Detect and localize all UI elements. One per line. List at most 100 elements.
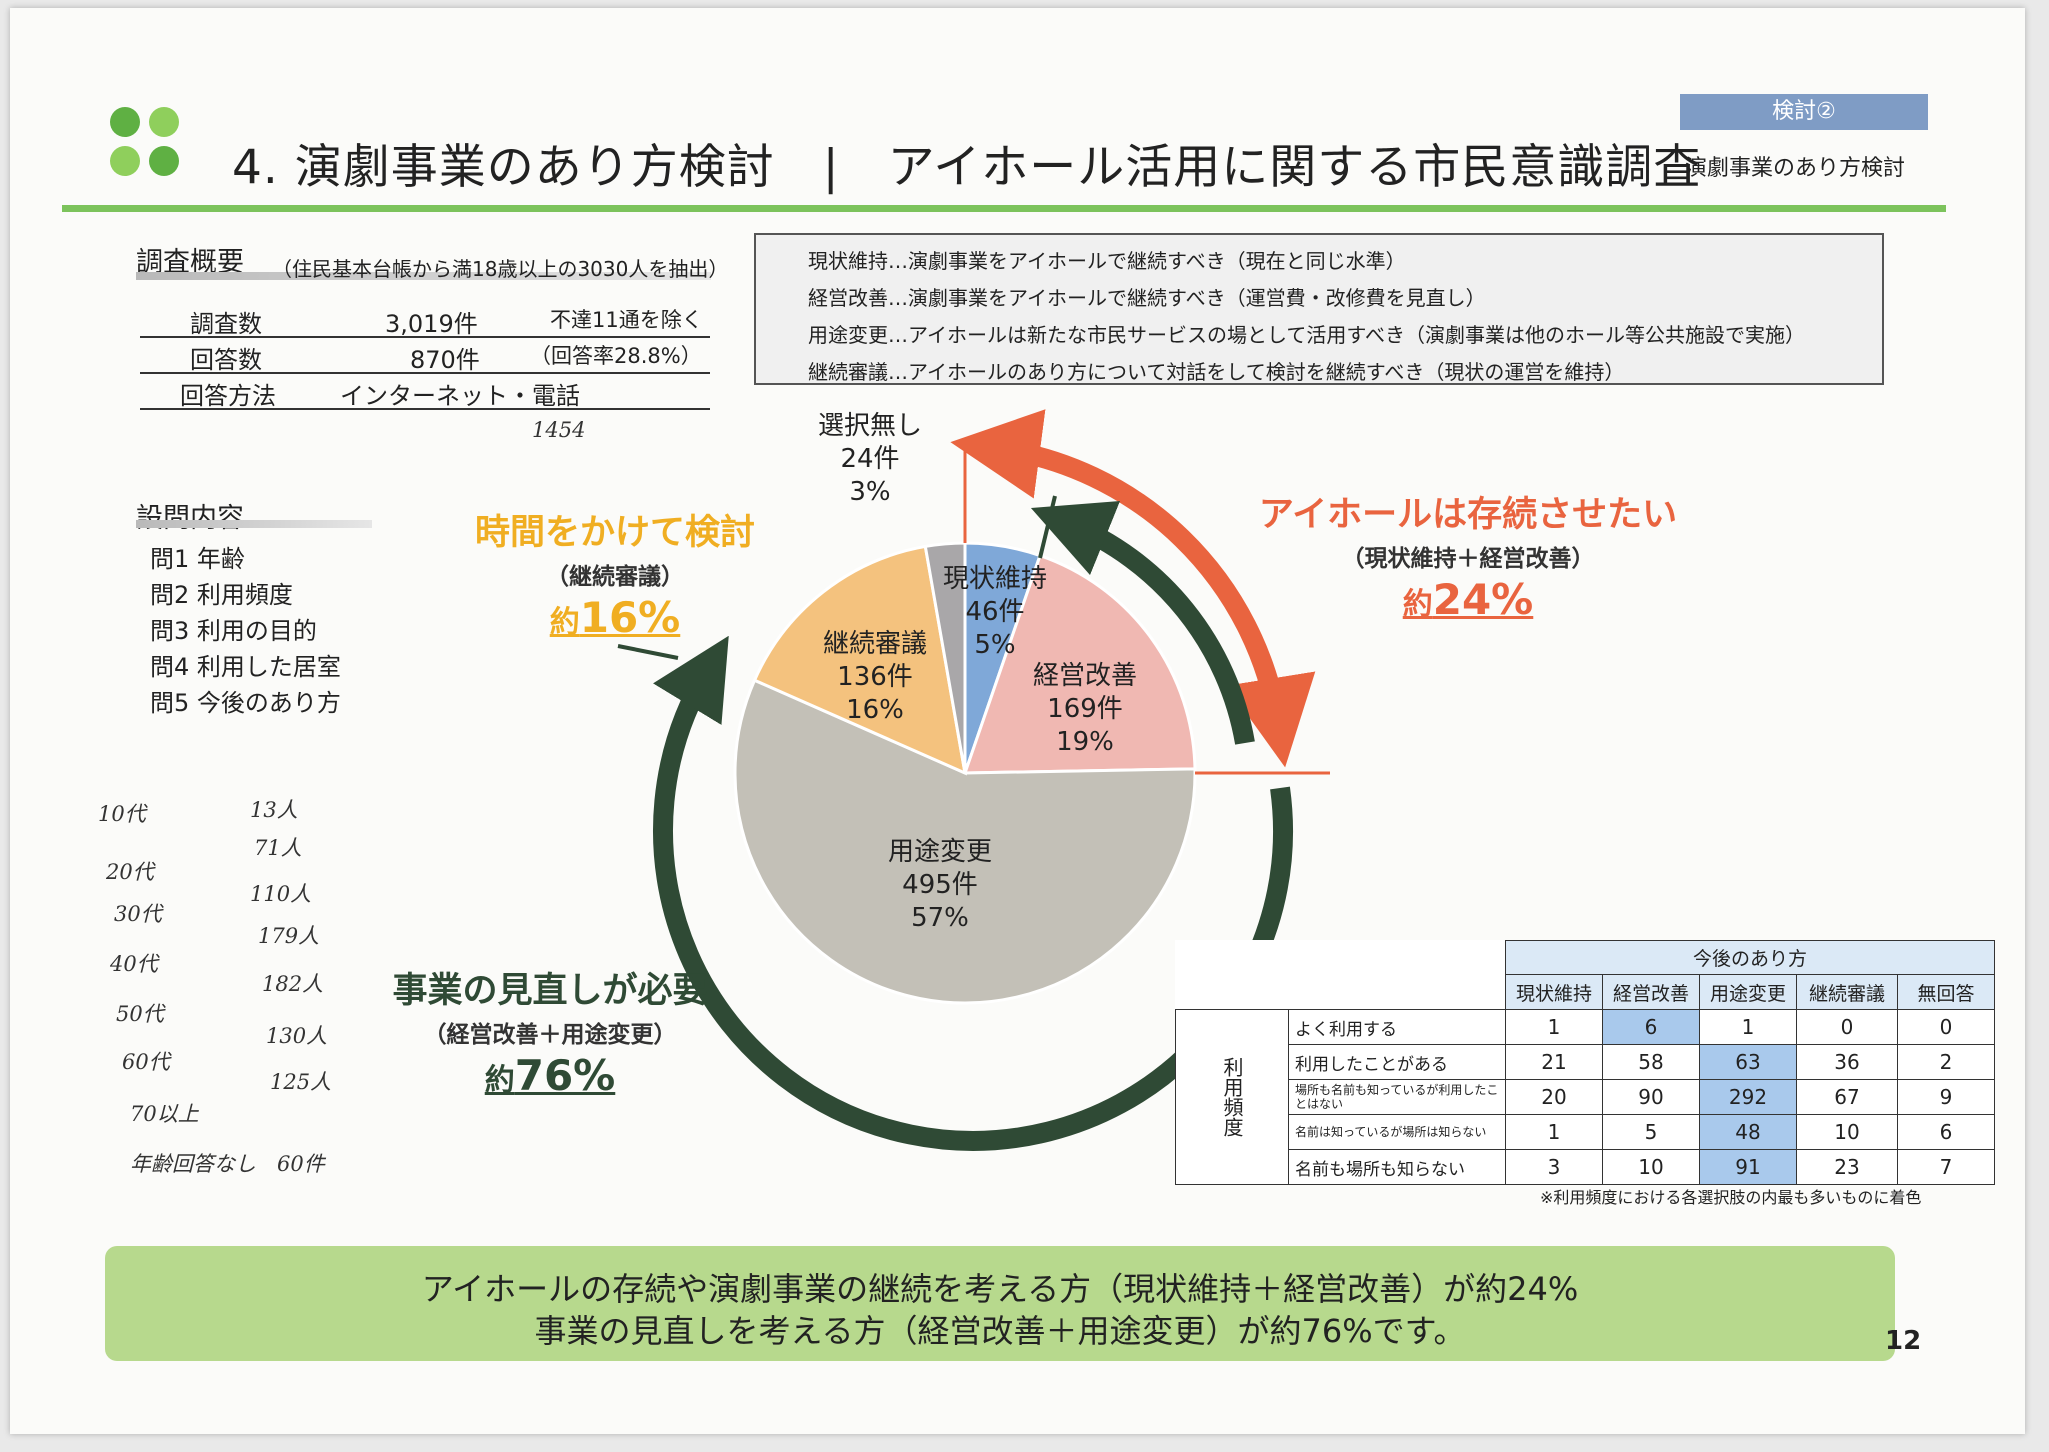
divider-line <box>617 644 679 660</box>
page-title: 4. 演劇事業のあり方検討 | アイホール活用に関する市民意識調査 <box>232 140 1702 195</box>
table-cell: 6 <box>1602 1009 1700 1045</box>
table-title: 今後のあり方 <box>1505 940 1995 975</box>
header-divider <box>62 205 1946 212</box>
handwritten-age: 10代 <box>98 802 146 826</box>
section-tag: 検討② <box>1680 94 1928 130</box>
definition-item: 経営改善…演劇事業をアイホールで継続すべき（運営費・改修費を見直し） <box>808 286 1486 310</box>
handwritten-age: 70以上 <box>130 1102 199 1126</box>
handwritten-count: 182人 <box>262 972 324 996</box>
table-row-label: よく利用する <box>1288 1009 1506 1045</box>
pie-slice-3 <box>752 544 967 776</box>
table-cell: 292 <box>1699 1079 1797 1115</box>
table-cell: 9 <box>1897 1079 1995 1115</box>
table-side-label: 利用頻度 <box>1175 1009 1289 1185</box>
overview-row: 調査数 3,019件 不達11通を除く <box>140 300 710 338</box>
definition-item: 継続審議…アイホールのあり方について対話をして検討を継続すべき（現状の運営を維持… <box>808 360 1625 384</box>
section-subtitle: 演劇事業のあり方検討 <box>1685 156 1906 181</box>
question-item: 問1 年齢 <box>150 545 245 573</box>
table-col-header: 経営改善 <box>1602 974 1700 1010</box>
annotation-continue: アイホールは存続させたい （現状維持＋経営改善） 約24% <box>1258 495 1678 624</box>
handwritten-no-answer: 年齢回答なし 60件 <box>130 1152 325 1176</box>
overview-value: 3,019件 <box>385 310 478 338</box>
table-cell: 5 <box>1602 1114 1700 1150</box>
overview-divider <box>140 372 710 374</box>
table-row-label: 名前は知っているが場所は知らない <box>1288 1114 1506 1150</box>
question-item: 問4 利用した居室 <box>150 653 341 681</box>
table-cell: 0 <box>1897 1009 1995 1045</box>
overview-note-cell: 不達11通を除く <box>550 308 703 332</box>
table-cell: 21 <box>1505 1044 1603 1080</box>
table-cell: 10 <box>1796 1114 1898 1150</box>
review-arrow-upper <box>1030 500 1255 745</box>
slice-label-yoto: 用途変更 495件 57% <box>887 837 992 933</box>
overview-note: （住民基本台帳から満18歳以上の3030人を抽出） <box>272 257 729 281</box>
annotation-review: 事業の見直しが必要 （経営改善＋用途変更） 約76% <box>392 971 708 1100</box>
table-cell: 3 <box>1505 1149 1603 1185</box>
overview-note-cell: （回答率28.8%） <box>530 344 702 368</box>
table-row-label: 場所も名前も知っているが利用したことはない <box>1288 1079 1506 1115</box>
definition-item: 現状維持…演劇事業をアイホールで継続すべき（現在と同じ水準） <box>808 249 1406 273</box>
handwritten-age: 50代 <box>116 1002 164 1026</box>
slice-label-sentakunashi: 選択無し 24件 3% <box>817 411 922 507</box>
pie-chart <box>617 409 1330 1151</box>
page-number: 12 <box>1885 1326 1922 1356</box>
handwritten-count: 71人 <box>254 836 302 860</box>
slice-label-keizoku: 継続審議 136件 16% <box>822 629 927 725</box>
overview-row: 回答数 870件 （回答率28.8%） <box>140 336 710 374</box>
summary-line: 事業の見直しを考える方（経営改善＋用途変更）が約76%です。 <box>534 1312 1466 1350</box>
annotation-deliberate: 時間をかけて検討 （継続審議） 約16% <box>474 513 755 642</box>
slice-label-keiei: 経営改善 169件 19% <box>1032 661 1137 757</box>
handwritten-count: 13人 <box>250 798 298 822</box>
table-cell: 20 <box>1505 1079 1603 1115</box>
definitions-box: 現状維持…演劇事業をアイホールで継続すべき（現在と同じ水準） 経営改善…演劇事業… <box>754 233 1884 385</box>
overview-value: 870件 <box>410 346 480 374</box>
question-item: 問3 利用の目的 <box>150 617 317 645</box>
summary-box: アイホールの存続や演劇事業の継続を考える方（現状維持＋経営改善）が約24% 事業… <box>105 1246 1895 1361</box>
table-cell: 58 <box>1602 1044 1700 1080</box>
overview-label: 回答数 <box>190 346 262 374</box>
handwritten-count: 125人 <box>270 1070 332 1094</box>
continue-arrow <box>950 409 1316 768</box>
handwritten-count: 110人 <box>250 882 312 906</box>
table-col-header: 無回答 <box>1897 974 1995 1010</box>
handwritten-age: 60代 <box>122 1050 170 1074</box>
slide-page: 4. 演劇事業のあり方検討 | アイホール活用に関する市民意識調査 検討② 演劇… <box>10 8 2025 1434</box>
table-cell: 63 <box>1699 1044 1797 1080</box>
table-row: 名前は知っているが場所は知らない 1 5 48 10 6 <box>1176 1114 1995 1150</box>
table-row: 場所も名前も知っているが利用したことはない 20 90 292 67 9 <box>1176 1079 1995 1115</box>
table-cell: 36 <box>1796 1044 1898 1080</box>
definition-item: 用途変更…アイホールは新たな市民サービスの場として活用すべき（演劇事業は他のホー… <box>808 323 1805 347</box>
overview-underline <box>136 272 711 280</box>
table-row: 利用したことがある 21 58 63 36 2 <box>1176 1044 1995 1080</box>
table-cell: 91 <box>1699 1149 1797 1185</box>
table-col-header: 現状維持 <box>1505 974 1603 1010</box>
handwritten-age: 20代 <box>106 860 154 884</box>
frequency-table: 今後のあり方 現状維持 経営改善 用途変更 継続審議 無回答 利用頻度 よく利用… <box>1175 940 1995 1185</box>
overview-value: インターネット・電話 <box>340 382 580 410</box>
table-row-label: 名前も場所も知らない <box>1288 1149 1506 1185</box>
table-note: ※利用頻度における各選択肢の内最も多いものに着色 <box>1540 1188 1922 1207</box>
table-cell: 48 <box>1699 1114 1797 1150</box>
overview-divider <box>140 336 710 338</box>
handwritten-count: 130人 <box>266 1024 328 1048</box>
summary-line: アイホールの存続や演劇事業の継続を考える方（現状維持＋経営改善）が約24% <box>421 1270 1579 1308</box>
overview-label: 回答方法 <box>180 382 276 410</box>
question-item: 問2 利用頻度 <box>150 581 293 609</box>
divider-line <box>1038 495 1057 559</box>
table-cell: 2 <box>1897 1044 1995 1080</box>
table-row-label: 利用したことがある <box>1288 1044 1506 1080</box>
overview-divider <box>140 408 710 410</box>
table-cell: 0 <box>1796 1009 1898 1045</box>
handwritten-count: 179人 <box>258 924 320 948</box>
table-col-header: 継続審議 <box>1796 974 1898 1010</box>
questions-underline <box>136 520 372 528</box>
table-cell: 1 <box>1505 1009 1603 1045</box>
table-cell: 23 <box>1796 1149 1898 1185</box>
handwritten-age: 40代 <box>110 952 158 976</box>
table-cell: 90 <box>1602 1079 1700 1115</box>
overview-row: 回答方法 インターネット・電話 <box>140 372 710 410</box>
table-cell: 6 <box>1897 1114 1995 1150</box>
pie-slice-2 <box>733 678 1197 1005</box>
table-cell: 10 <box>1602 1149 1700 1185</box>
table-cell: 1 <box>1699 1009 1797 1045</box>
